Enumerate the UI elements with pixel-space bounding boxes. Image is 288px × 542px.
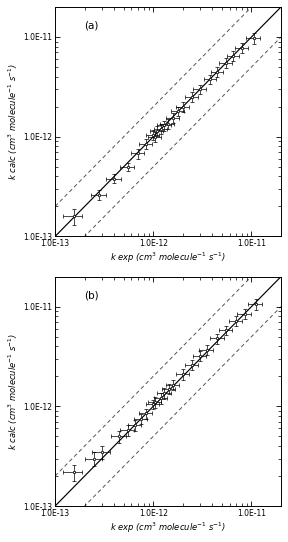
Y-axis label: k calc (cm$^3$ molecule$^{-1}$ s$^{-1}$): k calc (cm$^3$ molecule$^{-1}$ s$^{-1}$)	[7, 333, 20, 450]
Text: (a): (a)	[84, 21, 98, 31]
X-axis label: k exp (cm$^3$ molecule$^{-1}$ s$^{-1}$): k exp (cm$^3$ molecule$^{-1}$ s$^{-1}$)	[110, 521, 226, 535]
Text: (b): (b)	[84, 291, 98, 300]
X-axis label: k exp (cm$^3$ molecule$^{-1}$ s$^{-1}$): k exp (cm$^3$ molecule$^{-1}$ s$^{-1}$)	[110, 251, 226, 266]
Y-axis label: k calc (cm$^3$ molecule$^{-1}$ s$^{-1}$): k calc (cm$^3$ molecule$^{-1}$ s$^{-1}$)	[7, 63, 20, 180]
